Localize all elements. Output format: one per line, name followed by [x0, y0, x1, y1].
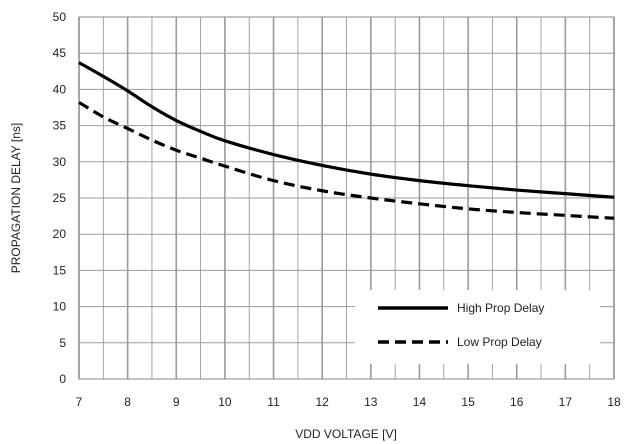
- legend-label-low: Low Prop Delay: [457, 335, 542, 349]
- x-tick-label: 13: [364, 395, 378, 409]
- y-tick-label: 15: [53, 263, 67, 277]
- x-tick-label: 18: [607, 395, 621, 409]
- series-line-high: [78, 61, 615, 199]
- y-axis-ticks: 0 5 10 15 20 25 30 35 40 45 50: [53, 10, 67, 386]
- series-lines: [78, 61, 615, 220]
- legend-box: [355, 290, 600, 364]
- y-tick-label: 25: [53, 191, 67, 205]
- x-tick-label: 17: [559, 395, 573, 409]
- y-tick-label: 5: [59, 336, 66, 350]
- x-tick-label: 15: [461, 395, 475, 409]
- y-tick-label: 50: [53, 10, 67, 24]
- series-line-low: [78, 101, 615, 220]
- y-tick-label: 35: [53, 119, 67, 133]
- y-tick-label: 0: [59, 372, 66, 386]
- y-tick-label: 45: [53, 46, 67, 60]
- y-tick-label: 40: [53, 82, 67, 96]
- x-tick-label: 7: [76, 395, 83, 409]
- plot-frame: [78, 16, 615, 380]
- y-tick-label: 10: [53, 300, 67, 314]
- y-axis-title: PROPAGATION DELAY [ns]: [9, 123, 23, 274]
- y-tick-label: 20: [53, 227, 67, 241]
- x-axis-ticks: 7 8 9 10 11 12 13 14 15 16 17 18: [76, 395, 621, 409]
- y-tick-label: 30: [53, 155, 67, 169]
- x-tick-label: 8: [124, 395, 131, 409]
- x-tick-label: 14: [413, 395, 427, 409]
- x-tick-label: 16: [510, 395, 524, 409]
- x-tick-label: 9: [173, 395, 180, 409]
- x-tick-label: 11: [267, 395, 280, 409]
- x-axis-title: VDD VOLTAGE [V]: [295, 427, 397, 441]
- legend-label-high: High Prop Delay: [457, 301, 544, 315]
- x-tick-label: 12: [316, 395, 330, 409]
- x-tick-label: 10: [218, 395, 232, 409]
- legend: High Prop Delay Low Prop Delay: [355, 290, 600, 364]
